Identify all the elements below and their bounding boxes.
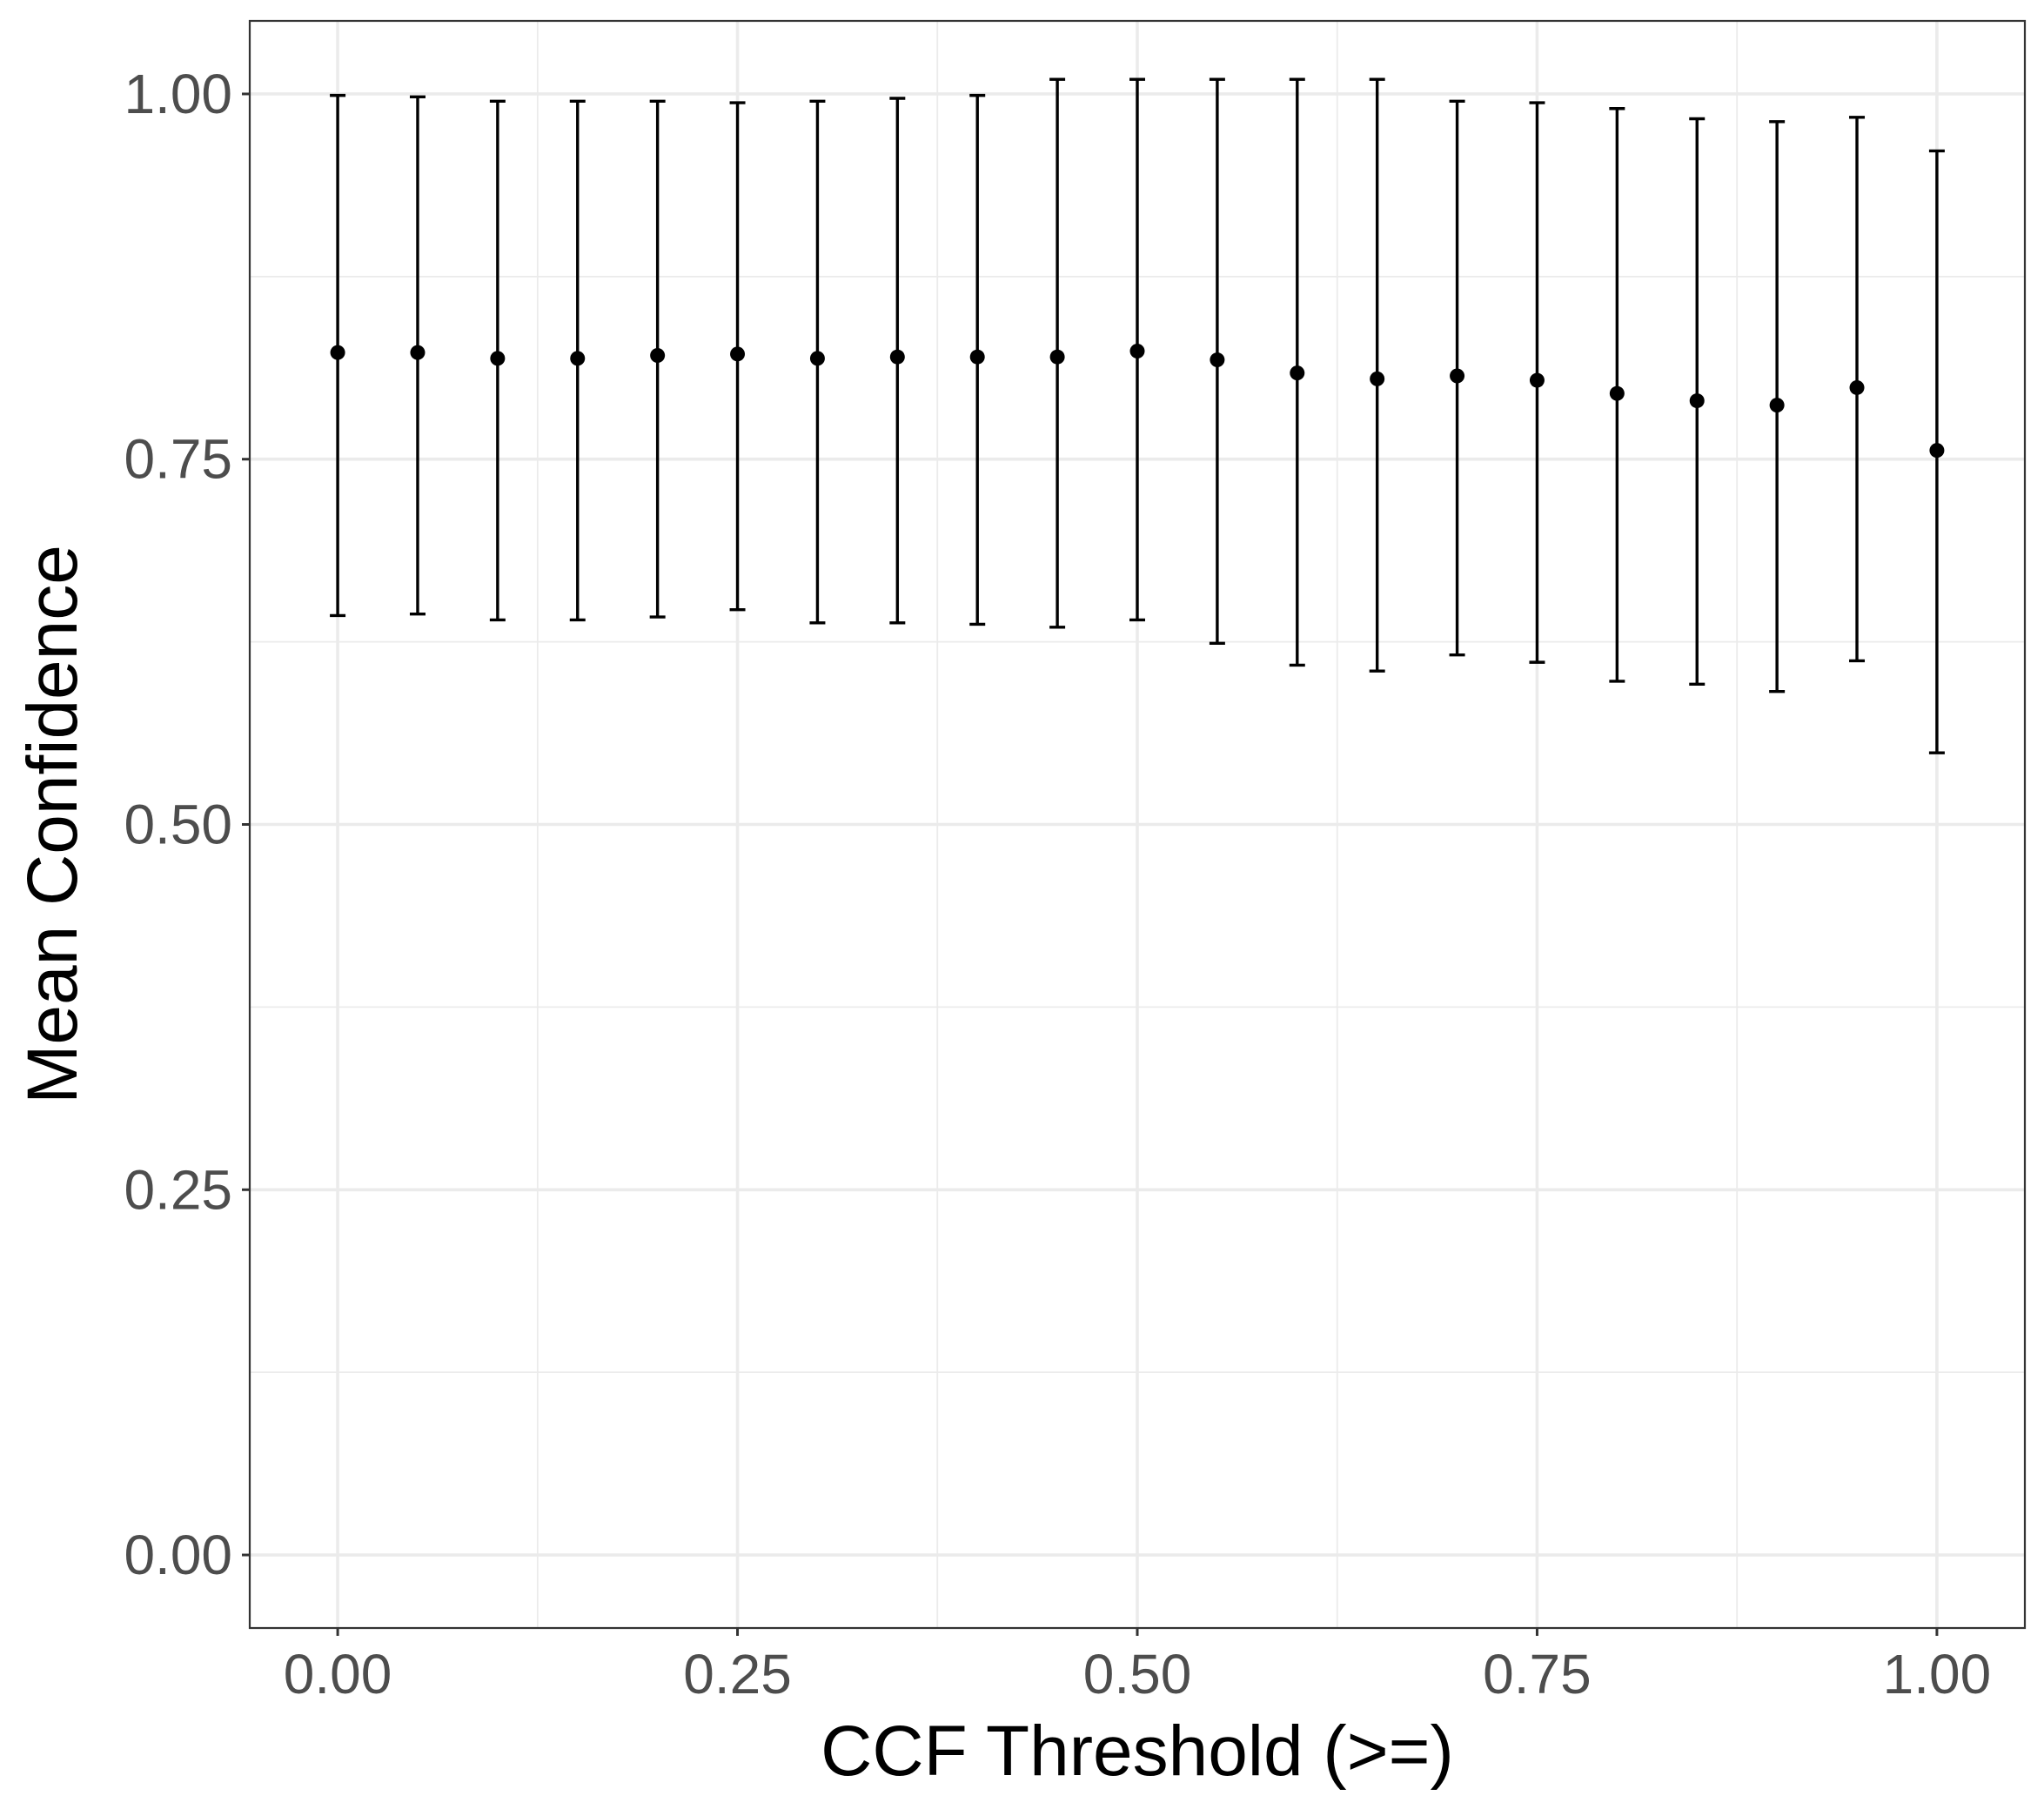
data-point-group xyxy=(1129,77,1145,622)
series-layer xyxy=(330,77,1945,754)
x-tick-label: 0.75 xyxy=(1483,1643,1592,1705)
y-tick-label: 0.00 xyxy=(124,1524,232,1586)
data-point-group xyxy=(649,99,666,619)
data-point-group xyxy=(1689,117,1706,687)
data-point-group xyxy=(489,99,506,622)
data-point-group xyxy=(569,99,586,622)
data-point-group xyxy=(1289,77,1305,667)
data-point xyxy=(650,348,666,364)
data-point-group xyxy=(1449,99,1465,657)
data-point xyxy=(410,345,426,360)
data-point xyxy=(889,349,905,365)
data-point-group xyxy=(1928,149,1945,754)
data-point-group xyxy=(889,97,906,625)
y-tick-label: 1.00 xyxy=(124,63,232,125)
data-point xyxy=(1290,365,1305,381)
data-point xyxy=(1769,398,1785,413)
data-point xyxy=(330,345,345,360)
data-point-group xyxy=(1609,107,1625,683)
data-point xyxy=(809,351,825,366)
data-point-group xyxy=(1769,120,1786,693)
data-point xyxy=(1129,343,1145,358)
x-tick-label: 1.00 xyxy=(1883,1643,1992,1705)
y-tick-label: 0.75 xyxy=(124,428,232,491)
data-point xyxy=(1370,371,1385,386)
data-point xyxy=(490,351,506,366)
data-point-group xyxy=(1209,77,1225,645)
axis-layer: 0.00 0.25 0.50 0.75 1.00 0.00 0.25 0.50 0.75 1.00 xyxy=(124,63,1991,1705)
data-point-group xyxy=(1049,77,1066,629)
x-axis-title: CCF Threshold (>=) xyxy=(821,1712,1454,1791)
data-point-group xyxy=(969,93,986,626)
data-point xyxy=(1929,443,1945,459)
data-point xyxy=(1450,368,1465,384)
data-point xyxy=(1849,379,1865,395)
data-point xyxy=(969,349,985,365)
data-point xyxy=(730,346,746,362)
data-point xyxy=(1210,352,1225,368)
data-point xyxy=(1609,385,1625,401)
x-tick-label: 0.00 xyxy=(284,1643,392,1705)
data-point-group xyxy=(729,101,746,612)
data-point-group xyxy=(1849,116,1866,663)
data-point xyxy=(1049,349,1065,365)
data-point xyxy=(1529,372,1545,388)
data-point-group xyxy=(1529,101,1545,664)
x-tick-label: 0.50 xyxy=(1083,1643,1192,1705)
data-point-group xyxy=(809,99,826,625)
y-axis-title: Mean Confidence xyxy=(13,545,92,1104)
x-tick-label: 0.25 xyxy=(683,1643,792,1705)
data-point-group xyxy=(1369,77,1385,673)
y-tick-label: 0.50 xyxy=(124,794,232,856)
data-point xyxy=(570,351,586,366)
data-point-group xyxy=(330,93,346,618)
y-tick-label: 0.25 xyxy=(124,1158,232,1221)
data-point xyxy=(1689,393,1705,409)
data-point-group xyxy=(409,95,426,616)
